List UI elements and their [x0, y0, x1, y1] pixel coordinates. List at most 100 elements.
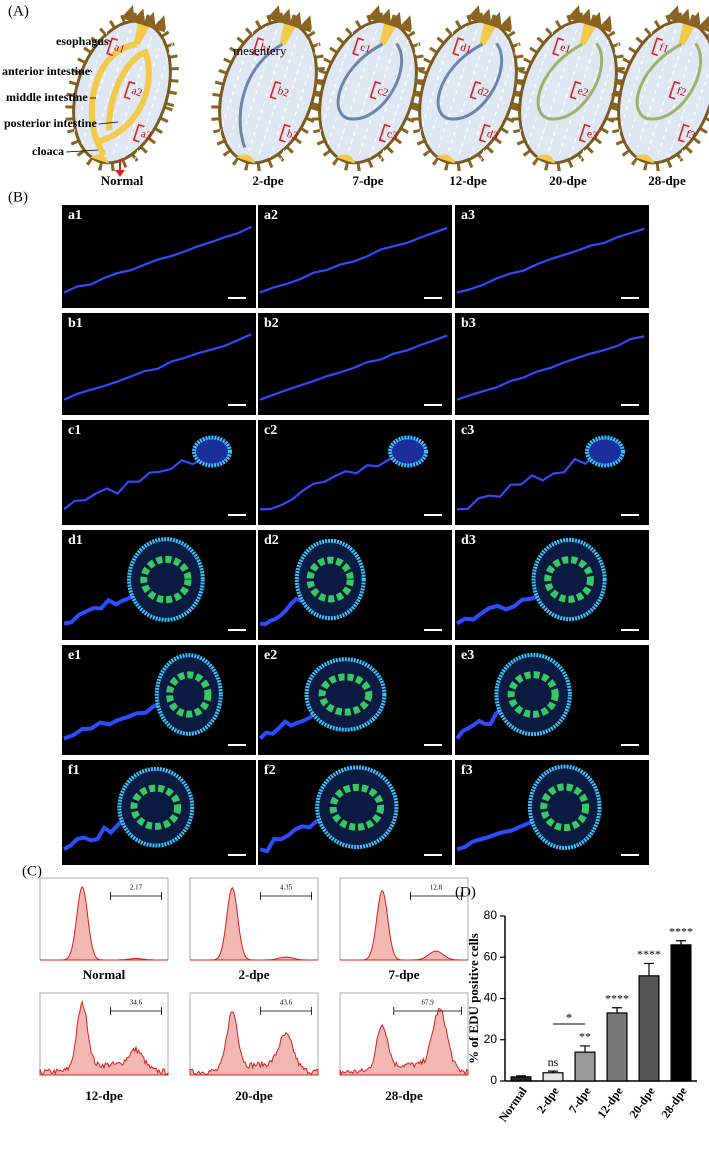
esophagus [133, 23, 150, 46]
stage-diagram: a1 a2 a3 [65, 5, 179, 172]
crown [568, 5, 612, 33]
region-bracket [378, 123, 391, 143]
leader-line [65, 149, 99, 153]
stage-diagram: b1 b2 b3 [211, 5, 325, 172]
region-bracket [569, 80, 582, 100]
tissue-lumen [294, 538, 366, 621]
region-label: d3 [485, 128, 500, 143]
micrograph-label: e1 [68, 648, 81, 663]
y-tick-label: 60 [484, 949, 498, 963]
x-tick-label: 2-dpe [534, 1084, 562, 1116]
micrograph [455, 420, 649, 525]
micrograph [455, 205, 649, 308]
micrograph [258, 313, 452, 415]
intestine [336, 42, 404, 121]
region-label: c2 [376, 85, 390, 100]
intestine [88, 41, 152, 157]
micrograph-label: f2 [264, 763, 276, 778]
tissue-lumen [531, 537, 607, 622]
tissue [456, 227, 645, 294]
tissue-lumen [304, 657, 387, 732]
stage-diagram: f1 f2 f3 [610, 5, 709, 172]
tissue [456, 451, 608, 511]
edu-signal [130, 784, 182, 830]
leader-line [98, 121, 119, 125]
micrograph-label: d1 [68, 533, 83, 548]
cloaca [236, 154, 256, 164]
micrograph-label: d2 [264, 533, 279, 548]
bar [574, 1051, 596, 1082]
cloaca [90, 154, 110, 164]
intestine [536, 42, 604, 121]
edu-signal [507, 671, 559, 718]
esophagus [479, 23, 496, 46]
body-spikes [610, 12, 709, 172]
intestine [436, 42, 504, 121]
histogram [190, 886, 318, 961]
x-tick-label: 20-dpe [626, 1084, 658, 1121]
plot-label: 20-dpe [235, 1088, 273, 1103]
gate-value: 67.9 [422, 999, 435, 1007]
leader-line [107, 39, 111, 43]
region-bracket [552, 37, 565, 57]
tissue [259, 226, 448, 294]
significance: **** [605, 992, 629, 1006]
tissue-lumen [585, 435, 625, 468]
tissue-lumen [192, 435, 232, 468]
error-bar [548, 1070, 558, 1073]
crown [468, 5, 512, 33]
bar [510, 1076, 532, 1082]
region-label: d2 [476, 85, 490, 100]
tissue-lumen [494, 652, 572, 737]
esophagus [678, 23, 695, 46]
stage-diagram: c1 c2 c3 [311, 5, 425, 172]
gate [110, 892, 162, 900]
region-bracket [132, 123, 145, 143]
y-tick-label: 0 [490, 1073, 497, 1087]
bar [606, 1012, 628, 1082]
bar [638, 975, 660, 1082]
intestine [635, 42, 703, 121]
micrograph-label: a2 [264, 208, 278, 223]
tissue-lumen [527, 764, 602, 850]
region-bracket [578, 123, 591, 143]
region-bracket [478, 123, 491, 143]
region-bracket [677, 123, 690, 143]
anatomy-label: esophagus [56, 34, 109, 48]
region-bracket [452, 37, 465, 57]
region-bracket [668, 80, 681, 100]
region-label: b3 [285, 128, 300, 143]
crown [667, 5, 709, 33]
gate [260, 892, 312, 900]
x-tick-label: 12-dpe [594, 1084, 626, 1121]
arrow-head [115, 170, 125, 177]
micrograph-label: f3 [461, 763, 473, 778]
error-bar [676, 940, 686, 945]
tissue-lumen [388, 435, 428, 468]
cloaca [635, 154, 655, 164]
histogram-frame [39, 992, 169, 1076]
region-bracket [252, 37, 265, 57]
region-label: e1 [559, 41, 573, 56]
edu-signal [166, 671, 212, 718]
tissue-lumen [117, 766, 195, 848]
stage-label: 20-dpe [549, 173, 587, 188]
stage-label: 28-dpe [648, 173, 686, 188]
anatomy-label: cloaca [32, 144, 64, 158]
micrograph-label: a3 [461, 208, 475, 223]
panel-label: (B) [8, 189, 28, 205]
leader-line [89, 69, 93, 73]
micrograph [62, 205, 256, 308]
edu-signal [306, 556, 354, 603]
panel-label: (C) [22, 863, 42, 879]
gate [260, 1007, 312, 1015]
y-axis-label: % of EDU positive cells [466, 933, 481, 1064]
gate [393, 1007, 462, 1015]
histogram-frame [189, 877, 319, 961]
tissue [63, 225, 252, 294]
anatomy-label: middle intestine [6, 90, 88, 104]
significance: **** [669, 925, 693, 939]
anatomy-label: anterior intestine [2, 64, 91, 78]
plot-label: 2-dpe [238, 967, 269, 982]
